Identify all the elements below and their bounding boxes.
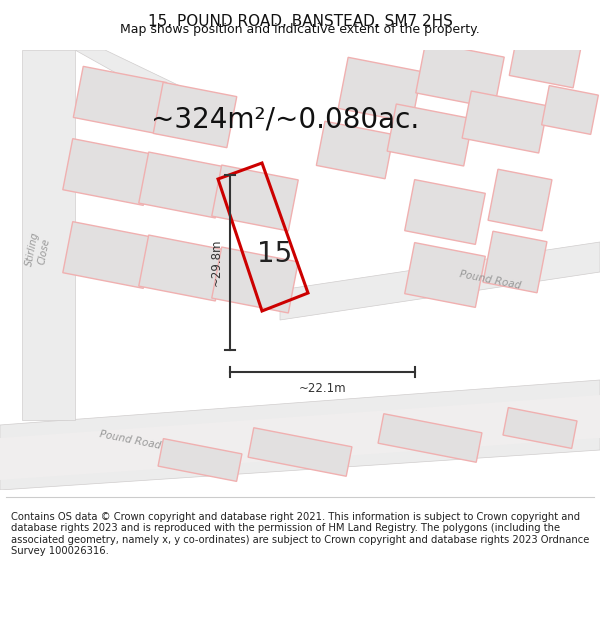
Text: Stirling
Close: Stirling Close: [24, 231, 52, 269]
Polygon shape: [63, 222, 153, 288]
Polygon shape: [416, 42, 504, 108]
Polygon shape: [63, 139, 153, 206]
Polygon shape: [280, 242, 600, 320]
Polygon shape: [75, 50, 230, 120]
Polygon shape: [212, 247, 298, 313]
Polygon shape: [488, 169, 552, 231]
Polygon shape: [139, 152, 225, 218]
Text: ~29.8m: ~29.8m: [209, 239, 223, 286]
Polygon shape: [462, 91, 548, 153]
Polygon shape: [158, 439, 242, 481]
Polygon shape: [509, 36, 581, 88]
Polygon shape: [248, 428, 352, 476]
Text: ~324m²/~0.080ac.: ~324m²/~0.080ac.: [151, 106, 419, 134]
Text: Pound Road: Pound Road: [98, 429, 161, 451]
Polygon shape: [0, 395, 600, 480]
Polygon shape: [22, 50, 75, 420]
Polygon shape: [483, 231, 547, 292]
Text: 15: 15: [257, 241, 292, 269]
Text: ~22.1m: ~22.1m: [299, 381, 346, 394]
Text: Contains OS data © Crown copyright and database right 2021. This information is : Contains OS data © Crown copyright and d…: [11, 512, 589, 556]
Polygon shape: [338, 58, 422, 122]
Polygon shape: [0, 380, 600, 490]
Text: Map shows position and indicative extent of the property.: Map shows position and indicative extent…: [120, 23, 480, 36]
Polygon shape: [542, 86, 598, 134]
Polygon shape: [212, 165, 298, 231]
Polygon shape: [503, 408, 577, 448]
Text: 15, POUND ROAD, BANSTEAD, SM7 2HS: 15, POUND ROAD, BANSTEAD, SM7 2HS: [148, 14, 452, 29]
Polygon shape: [316, 121, 394, 179]
Polygon shape: [153, 82, 237, 148]
Polygon shape: [378, 414, 482, 462]
Polygon shape: [73, 66, 167, 134]
Text: Pound Road: Pound Road: [458, 269, 521, 291]
Polygon shape: [405, 242, 485, 308]
Polygon shape: [139, 235, 225, 301]
Polygon shape: [387, 104, 473, 166]
Polygon shape: [405, 179, 485, 244]
